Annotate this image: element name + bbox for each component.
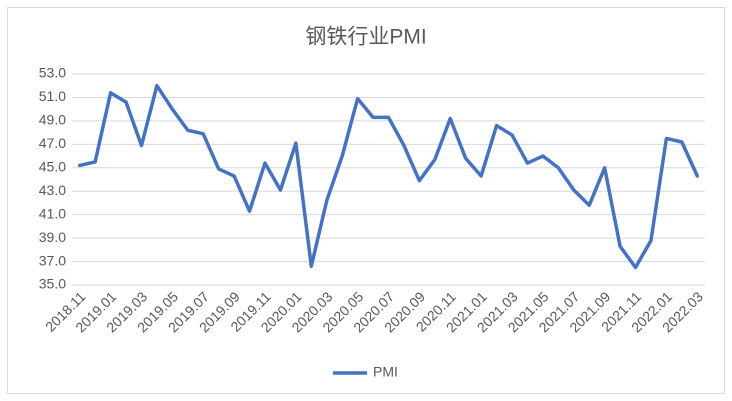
- y-tick-label: 39.0: [39, 229, 66, 245]
- y-tick-label: 45.0: [39, 158, 66, 174]
- y-tick-label: 37.0: [39, 252, 66, 268]
- legend-label: PMI: [373, 364, 398, 380]
- chart-title: 钢铁行业PMI: [305, 26, 426, 49]
- y-tick-label: 35.0: [39, 276, 66, 292]
- y-tick-label: 51.0: [39, 88, 66, 104]
- y-tick-label: 49.0: [39, 112, 66, 128]
- chart-border: [7, 7, 725, 394]
- y-tick-label: 47.0: [39, 135, 66, 151]
- y-tick-label: 43.0: [39, 182, 66, 198]
- y-tick-label: 53.0: [39, 65, 66, 81]
- y-tick-label: 41.0: [39, 205, 66, 221]
- data-line: [77, 83, 700, 270]
